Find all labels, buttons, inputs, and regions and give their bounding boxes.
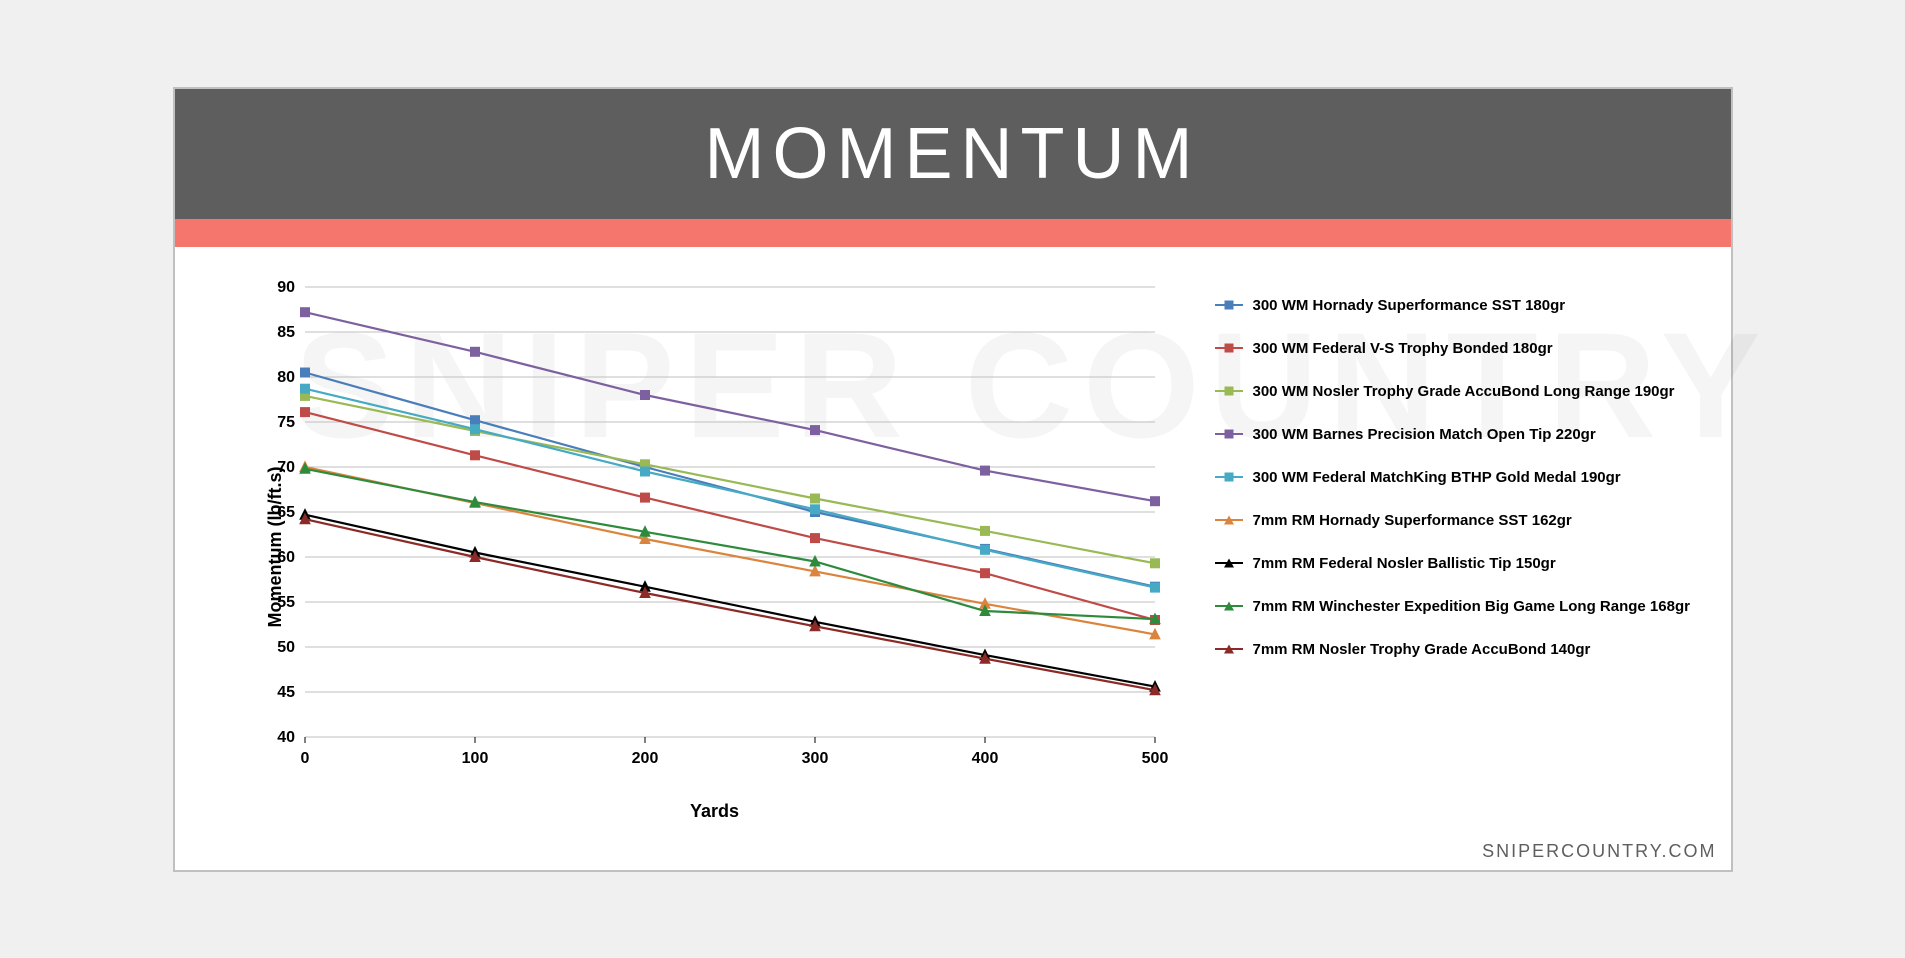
plot-container: Momentum (lb/ft.s) 404550556065707580859… bbox=[255, 277, 1175, 817]
series bbox=[300, 384, 1159, 592]
legend-label: 300 WM Federal MatchKing BTHP Gold Medal… bbox=[1253, 469, 1621, 486]
footer-brand: SNIPERCOUNTRY.COM bbox=[175, 837, 1731, 870]
legend-swatch bbox=[1215, 390, 1243, 392]
legend-swatch bbox=[1215, 562, 1243, 564]
svg-text:50: 50 bbox=[277, 639, 295, 656]
svg-text:400: 400 bbox=[971, 750, 998, 767]
legend-swatch bbox=[1215, 648, 1243, 650]
svg-text:75: 75 bbox=[277, 414, 295, 431]
svg-text:100: 100 bbox=[461, 750, 488, 767]
legend-swatch bbox=[1215, 605, 1243, 607]
legend: 300 WM Hornady Superformance SST 180gr 30… bbox=[1175, 277, 1691, 817]
svg-text:90: 90 bbox=[277, 279, 295, 296]
svg-text:300: 300 bbox=[801, 750, 828, 767]
svg-text:45: 45 bbox=[277, 684, 295, 701]
legend-item: 300 WM Federal V-S Trophy Bonded 180gr bbox=[1215, 340, 1691, 357]
legend-item: 7mm RM Winchester Expedition Big Game Lo… bbox=[1215, 598, 1691, 615]
legend-label: 7mm RM Federal Nosler Ballistic Tip 150g… bbox=[1253, 555, 1556, 572]
legend-item: 300 WM Barnes Precision Match Open Tip 2… bbox=[1215, 426, 1691, 443]
chart-area: Momentum (lb/ft.s) 404550556065707580859… bbox=[175, 247, 1731, 837]
series bbox=[300, 463, 1160, 623]
legend-item: 7mm RM Nosler Trophy Grade AccuBond 140g… bbox=[1215, 641, 1691, 658]
legend-item: 300 WM Hornady Superformance SST 180gr bbox=[1215, 297, 1691, 314]
legend-label: 300 WM Federal V-S Trophy Bonded 180gr bbox=[1253, 340, 1553, 357]
svg-text:40: 40 bbox=[277, 729, 295, 746]
legend-swatch bbox=[1215, 476, 1243, 478]
chart-card: MOMENTUM SNIPER COUNTRY Momentum (lb/ft.… bbox=[173, 87, 1733, 872]
legend-item: 300 WM Nosler Trophy Grade AccuBond Long… bbox=[1215, 383, 1691, 400]
legend-swatch bbox=[1215, 304, 1243, 306]
legend-label: 7mm RM Hornady Superformance SST 162gr bbox=[1253, 512, 1572, 529]
chart-title: MOMENTUM bbox=[705, 113, 1201, 195]
line-chart-svg: 40455055606570758085900100200300400500 bbox=[255, 277, 1175, 797]
legend-label: 300 WM Nosler Trophy Grade AccuBond Long… bbox=[1253, 383, 1675, 400]
svg-text:80: 80 bbox=[277, 369, 295, 386]
accent-stripe bbox=[175, 219, 1731, 247]
legend-item: 7mm RM Federal Nosler Ballistic Tip 150g… bbox=[1215, 555, 1691, 572]
series bbox=[300, 407, 1159, 624]
x-axis-label: Yards bbox=[690, 801, 739, 822]
svg-text:85: 85 bbox=[277, 324, 295, 341]
legend-item: 7mm RM Hornady Superformance SST 162gr bbox=[1215, 512, 1691, 529]
legend-item: 300 WM Federal MatchKing BTHP Gold Medal… bbox=[1215, 469, 1691, 486]
legend-swatch bbox=[1215, 519, 1243, 521]
legend-swatch bbox=[1215, 433, 1243, 435]
legend-label: 300 WM Barnes Precision Match Open Tip 2… bbox=[1253, 426, 1596, 443]
svg-text:500: 500 bbox=[1141, 750, 1168, 767]
series bbox=[300, 509, 1160, 691]
legend-label: 7mm RM Nosler Trophy Grade AccuBond 140g… bbox=[1253, 641, 1591, 658]
svg-text:200: 200 bbox=[631, 750, 658, 767]
title-bar: MOMENTUM bbox=[175, 89, 1731, 219]
legend-swatch bbox=[1215, 347, 1243, 349]
svg-text:0: 0 bbox=[300, 750, 309, 767]
legend-label: 7mm RM Winchester Expedition Big Game Lo… bbox=[1253, 598, 1690, 615]
y-axis-label: Momentum (lb/ft.s) bbox=[264, 466, 285, 627]
legend-label: 300 WM Hornady Superformance SST 180gr bbox=[1253, 297, 1566, 314]
